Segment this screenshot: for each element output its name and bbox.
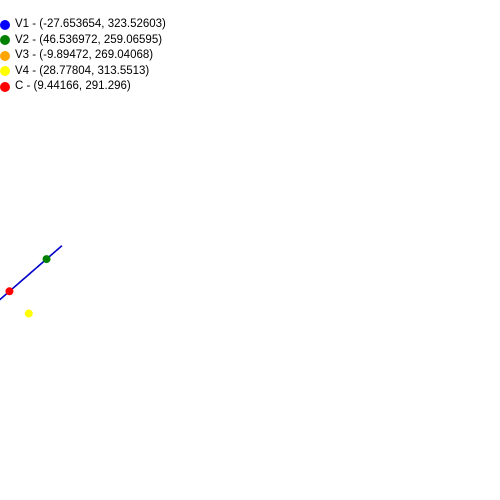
legend-dot-v3 — [0, 50, 10, 61]
legend-label-v2: V2 - (46.536972, 259.06595) — [15, 33, 163, 46]
legend-dot-v2 — [0, 35, 10, 46]
legend-label-c: C - (9.44166, 291.296) — [15, 80, 131, 92]
points-layer — [5, 255, 51, 318]
legend-item-v3: V3 - (-9.89472, 269.04068) — [0, 48, 166, 64]
legend-dot-c — [0, 81, 10, 92]
legend-dot-v4 — [0, 66, 10, 77]
point-c — [5, 287, 14, 296]
point-v2 — [42, 255, 51, 264]
legend-item-v2: V2 - (46.536972, 259.06595) — [0, 33, 166, 49]
legend-label-v4: V4 - (28.77804, 313.5513) — [15, 64, 150, 77]
legend-label-v3: V3 - (-9.89472, 269.04068) — [15, 49, 154, 61]
legend-item-v4: V4 - (28.77804, 313.5513) — [0, 64, 166, 80]
legend-item-v1: V1 - (-27.653654, 323.52603) — [0, 17, 166, 33]
legend: V1 - (-27.653654, 323.52603) V2 - (46.53… — [0, 17, 166, 95]
ellipse-outline — [0, 245, 63, 301]
legend-item-c: C - (9.44166, 291.296) — [0, 79, 166, 95]
point-v4 — [24, 309, 33, 318]
legend-label-v1: V1 - (-27.653654, 323.52603) — [15, 18, 166, 30]
legend-dot-v1 — [0, 19, 10, 30]
